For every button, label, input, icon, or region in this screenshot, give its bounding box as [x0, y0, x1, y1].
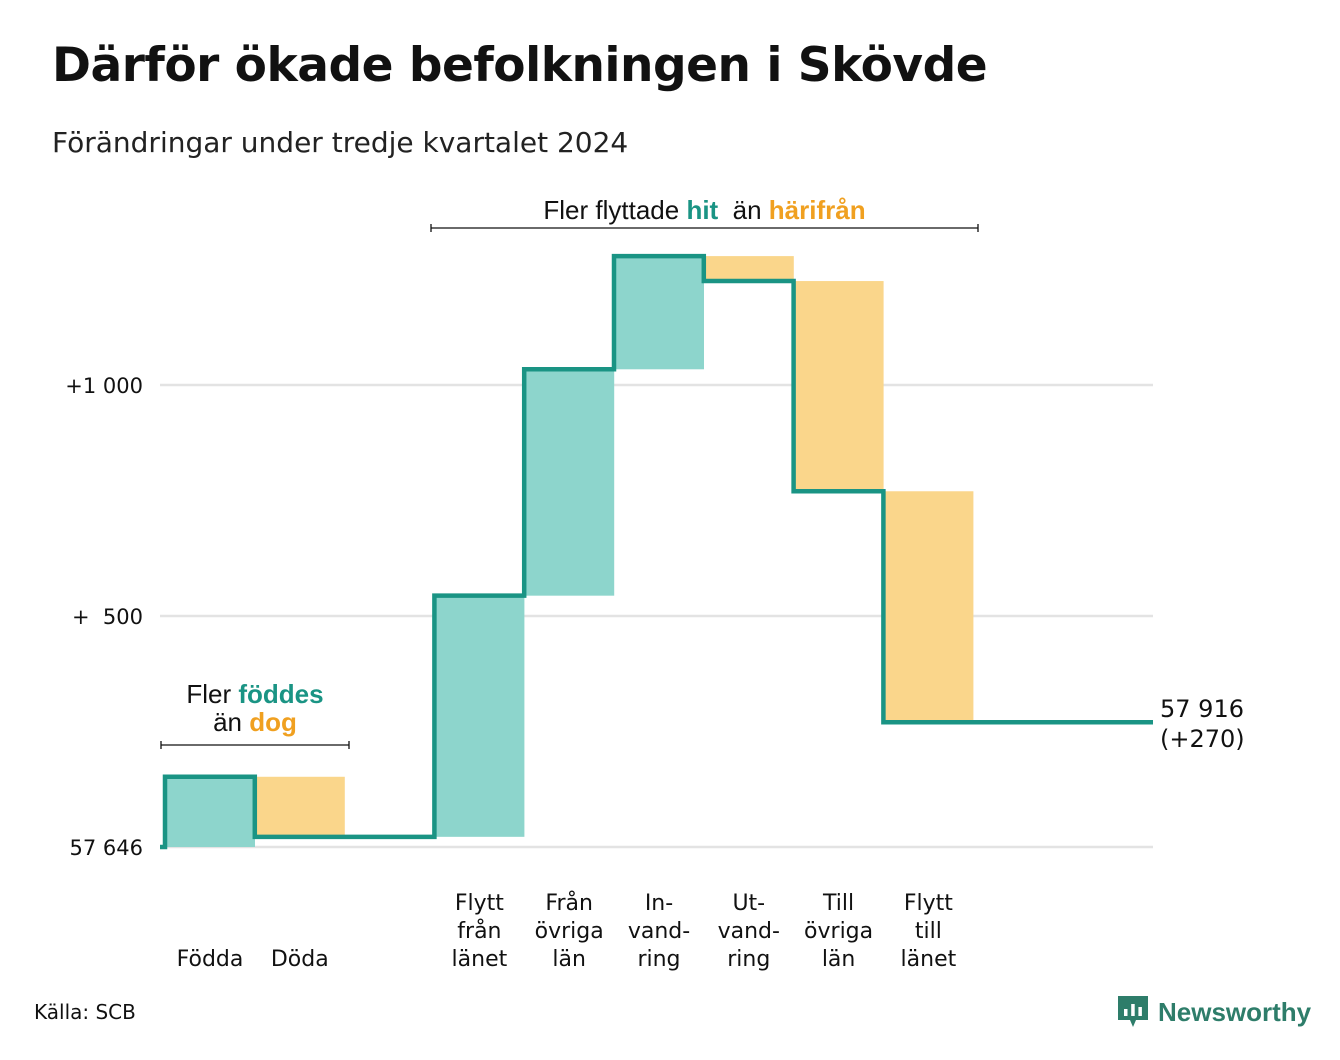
newsworthy-logo-icon [1118, 996, 1148, 1027]
end-value-label: 57 916 [1160, 695, 1244, 723]
chart-title: Därför ökade befolkningen i Skövde [52, 38, 988, 93]
category-label: till [915, 919, 942, 944]
bar-increase [614, 256, 704, 370]
category-label: Flytt [455, 891, 504, 916]
source-note: Källa: SCB [34, 1000, 136, 1024]
bar-decrease [254, 776, 345, 837]
end-value-label: (+270) [1160, 725, 1245, 753]
annotation-segment: än [718, 195, 769, 225]
bar-decrease [883, 491, 974, 723]
annotation-segment: hit [686, 195, 718, 225]
y-tick-label: +1 000 [65, 374, 143, 398]
category-label: Födda [177, 947, 244, 972]
annotation-segment: föddes [238, 679, 323, 709]
annotation-segment: härifrån [769, 195, 866, 225]
brand-name: Newsworthy [1158, 996, 1312, 1027]
category-label: In- [645, 891, 673, 916]
y-tick-label: 57 646 [70, 836, 143, 860]
category-label: Döda [271, 947, 329, 972]
category-label: ring [637, 947, 680, 972]
category-label: Till [822, 891, 854, 916]
category-label: vand- [718, 919, 780, 944]
y-tick-label: + 500 [72, 605, 143, 629]
bar-decrease [793, 281, 884, 492]
brand[interactable]: Newsworthy [1116, 994, 1311, 1030]
annotation-text: Fler föddes [186, 679, 323, 709]
chart-subtitle: Förändringar under tredje kvartalet 2024 [52, 126, 629, 159]
category-label: Ut- [732, 891, 765, 916]
category-label: övriga [804, 919, 873, 944]
bar-decrease [703, 256, 794, 282]
category-label: Från [545, 890, 593, 916]
annotation-segment: Fler [186, 679, 238, 709]
category-label: vand- [628, 919, 690, 944]
cumulative-step-line [160, 253, 1153, 850]
annotation-segment: än [213, 707, 249, 737]
annotation-text: Fler flyttade hit än härifrån [543, 195, 865, 225]
annotation-segment: Fler flyttade [543, 195, 686, 225]
category-label: från [457, 918, 501, 944]
bar-increase [434, 595, 525, 837]
annotation-segment: dog [249, 707, 297, 737]
category-label: län [552, 947, 586, 972]
category-label: länet [901, 947, 957, 972]
category-label: övriga [535, 919, 604, 944]
category-label: län [822, 947, 856, 972]
bar-increase [524, 369, 615, 596]
category-label: Flytt [904, 891, 953, 916]
category-label: ring [727, 947, 770, 972]
category-label: länet [452, 947, 508, 972]
annotation-text: än dog [213, 707, 297, 737]
bar-increase [165, 776, 255, 847]
